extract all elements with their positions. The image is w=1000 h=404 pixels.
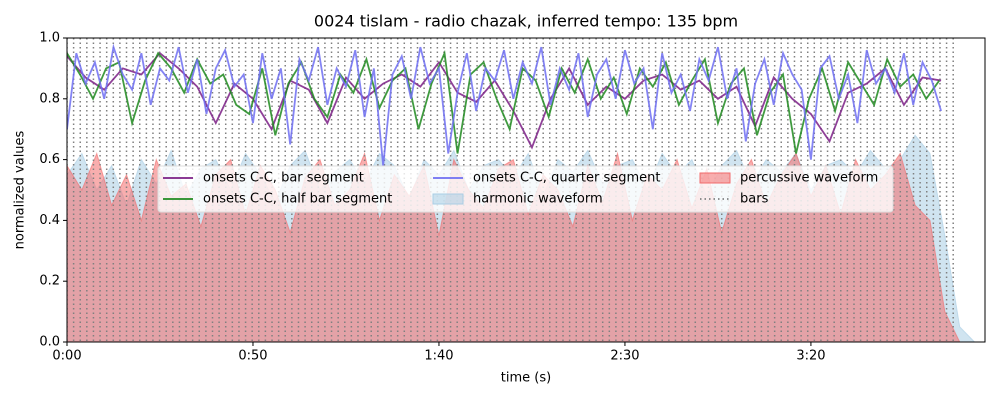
chart-title: 0024 tislam - radio chazak, inferred tem… [314, 12, 738, 31]
x-tick-label: 1:40 [424, 349, 453, 364]
line [67, 51, 942, 150]
x-axis-label: time (s) [501, 371, 551, 386]
y-tick-label: 0.8 [39, 91, 60, 106]
legend-swatch [699, 172, 731, 184]
axes-frame [66, 37, 986, 343]
legend-label: onsets C-C, bar segment [203, 171, 364, 186]
y-axis-label: normalized values [13, 130, 28, 249]
y-tick-label: 0.2 [39, 274, 60, 289]
y-tick-label: 0.6 [39, 152, 60, 167]
x-tick-label: 0:00 [52, 349, 81, 364]
x-tick-label: 0:50 [238, 349, 267, 364]
line [67, 43, 942, 166]
legend-label: bars [740, 192, 769, 207]
y-tick-label: 0.4 [39, 213, 60, 228]
x-tick-label: 2:30 [610, 349, 639, 364]
legend-swatch [432, 193, 464, 205]
legend-label: percussive waveform [740, 171, 878, 186]
legend-label: harmonic waveform [473, 192, 603, 207]
legend: onsets C-C, bar segment onsets C-C, half … [157, 165, 894, 213]
x-tick-label: 3:20 [796, 349, 825, 364]
y-tick-label: 0.0 [39, 335, 60, 350]
legend-label: onsets C-C, quarter segment [473, 171, 660, 186]
legend-label: onsets C-C, half bar segment [203, 192, 392, 207]
y-tick-label: 1.0 [39, 31, 60, 46]
